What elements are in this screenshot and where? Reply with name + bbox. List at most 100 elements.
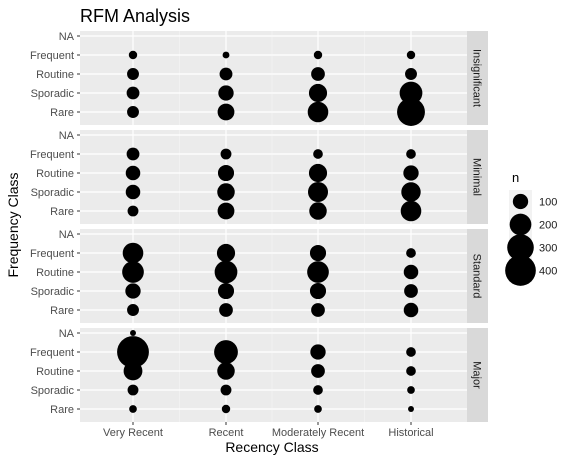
- y-axis-title: Frequency Class: [5, 172, 21, 277]
- y-tick-label: Routine: [36, 168, 74, 180]
- y-tick-label: Sporadic: [31, 385, 75, 397]
- y-tick-label: Routine: [36, 69, 74, 81]
- facet-strip-label: Standard: [471, 254, 483, 299]
- data-point: [308, 163, 328, 183]
- data-point: [130, 330, 136, 336]
- chart-title: RFM Analysis: [80, 6, 190, 26]
- data-point: [125, 283, 141, 299]
- data-point: [127, 304, 139, 316]
- panel-background: [80, 229, 467, 323]
- data-point: [122, 261, 144, 283]
- data-point: [127, 68, 139, 80]
- data-point: [217, 362, 235, 380]
- y-tick-label: NA: [59, 130, 75, 142]
- facet-strip: [467, 130, 488, 224]
- y-tick-label: Rare: [50, 404, 74, 416]
- data-point: [403, 165, 419, 181]
- data-point: [403, 264, 419, 280]
- data-point: [308, 83, 328, 103]
- facet-standard: Rare Sporadic Routine Frequent NA Standard: [30, 229, 488, 323]
- x-tick-label: Very Recent: [103, 427, 163, 439]
- data-point: [313, 385, 323, 395]
- y-tick-label: Sporadic: [31, 88, 75, 100]
- y-tick-label: Rare: [50, 107, 74, 119]
- data-point: [406, 347, 416, 357]
- legend-key-point: [512, 193, 529, 210]
- data-point: [407, 386, 415, 394]
- data-point: [313, 50, 323, 60]
- y-tick-label: Sporadic: [31, 286, 75, 298]
- data-point: [127, 384, 139, 396]
- y-tick-label: Sporadic: [31, 187, 75, 199]
- x-tick-label: Historical: [388, 427, 433, 439]
- data-point: [221, 404, 231, 414]
- data-point: [127, 205, 139, 217]
- facet-strip-label: Major: [471, 361, 483, 389]
- data-point: [214, 260, 238, 284]
- x-axis-title: Recency Class: [225, 439, 318, 455]
- facet-insignificant: Rare Sporadic Routine Frequent NA Insignifica…: [30, 31, 488, 126]
- y-tick-label: Frequent: [30, 248, 74, 260]
- data-point: [311, 67, 325, 81]
- legend-label: 300: [539, 243, 557, 255]
- data-point: [218, 85, 234, 101]
- data-point: [220, 384, 232, 396]
- data-point: [401, 182, 421, 202]
- data-point: [307, 101, 329, 123]
- data-point: [126, 86, 140, 100]
- data-point: [217, 282, 235, 300]
- facet-strip: [467, 229, 488, 323]
- y-tick-label: NA: [59, 31, 75, 43]
- data-point: [217, 202, 235, 220]
- legend-label: 400: [539, 266, 557, 278]
- data-point: [313, 149, 323, 159]
- facet-strip-label: Minimal: [471, 158, 483, 196]
- data-point: [128, 50, 138, 60]
- legend-label: 200: [539, 220, 557, 232]
- data-point: [399, 81, 423, 105]
- y-tick-label: Frequent: [30, 347, 74, 359]
- data-point: [222, 51, 230, 59]
- data-point: [310, 344, 326, 360]
- facet-strip-label: Insignificant: [471, 49, 483, 107]
- y-tick-label: Routine: [36, 267, 74, 279]
- data-point: [220, 148, 232, 160]
- legend-key-point: [505, 255, 536, 286]
- data-point: [125, 165, 141, 181]
- data-point: [406, 248, 416, 258]
- data-point: [403, 302, 419, 318]
- data-point: [309, 244, 327, 262]
- data-point: [127, 106, 139, 118]
- x-tick-label: Recent: [209, 427, 244, 439]
- size-legend: n 100 200 300 400: [505, 170, 557, 286]
- y-tick-label: Routine: [36, 366, 74, 378]
- data-point: [217, 103, 235, 121]
- data-point: [117, 336, 149, 368]
- y-tick-label: NA: [59, 229, 75, 241]
- legend-title: n: [512, 170, 519, 185]
- data-point: [406, 50, 416, 60]
- y-tick-label: Rare: [50, 305, 74, 317]
- data-point: [219, 67, 233, 81]
- data-point: [311, 364, 325, 378]
- facet-major: Rare Sporadic Routine Frequent NA Major: [30, 328, 488, 422]
- y-tick-label: Rare: [50, 206, 74, 218]
- data-point: [397, 98, 425, 126]
- x-axis-ticks: Very Recent Recent Moderately Recent Histor…: [103, 422, 434, 439]
- data-point: [405, 68, 417, 80]
- data-point: [404, 284, 418, 298]
- legend-key-point: [507, 234, 534, 261]
- data-point: [309, 202, 327, 220]
- y-tick-label: Frequent: [30, 50, 74, 62]
- facet-strip: [467, 328, 488, 422]
- data-point: [408, 406, 414, 412]
- data-point: [406, 149, 416, 159]
- y-tick-label: Frequent: [30, 149, 74, 161]
- data-point: [125, 184, 141, 200]
- data-point: [309, 282, 327, 300]
- data-point: [219, 303, 233, 317]
- data-point: [122, 242, 144, 264]
- data-point: [400, 200, 422, 222]
- x-tick-label: Moderately Recent: [272, 427, 364, 439]
